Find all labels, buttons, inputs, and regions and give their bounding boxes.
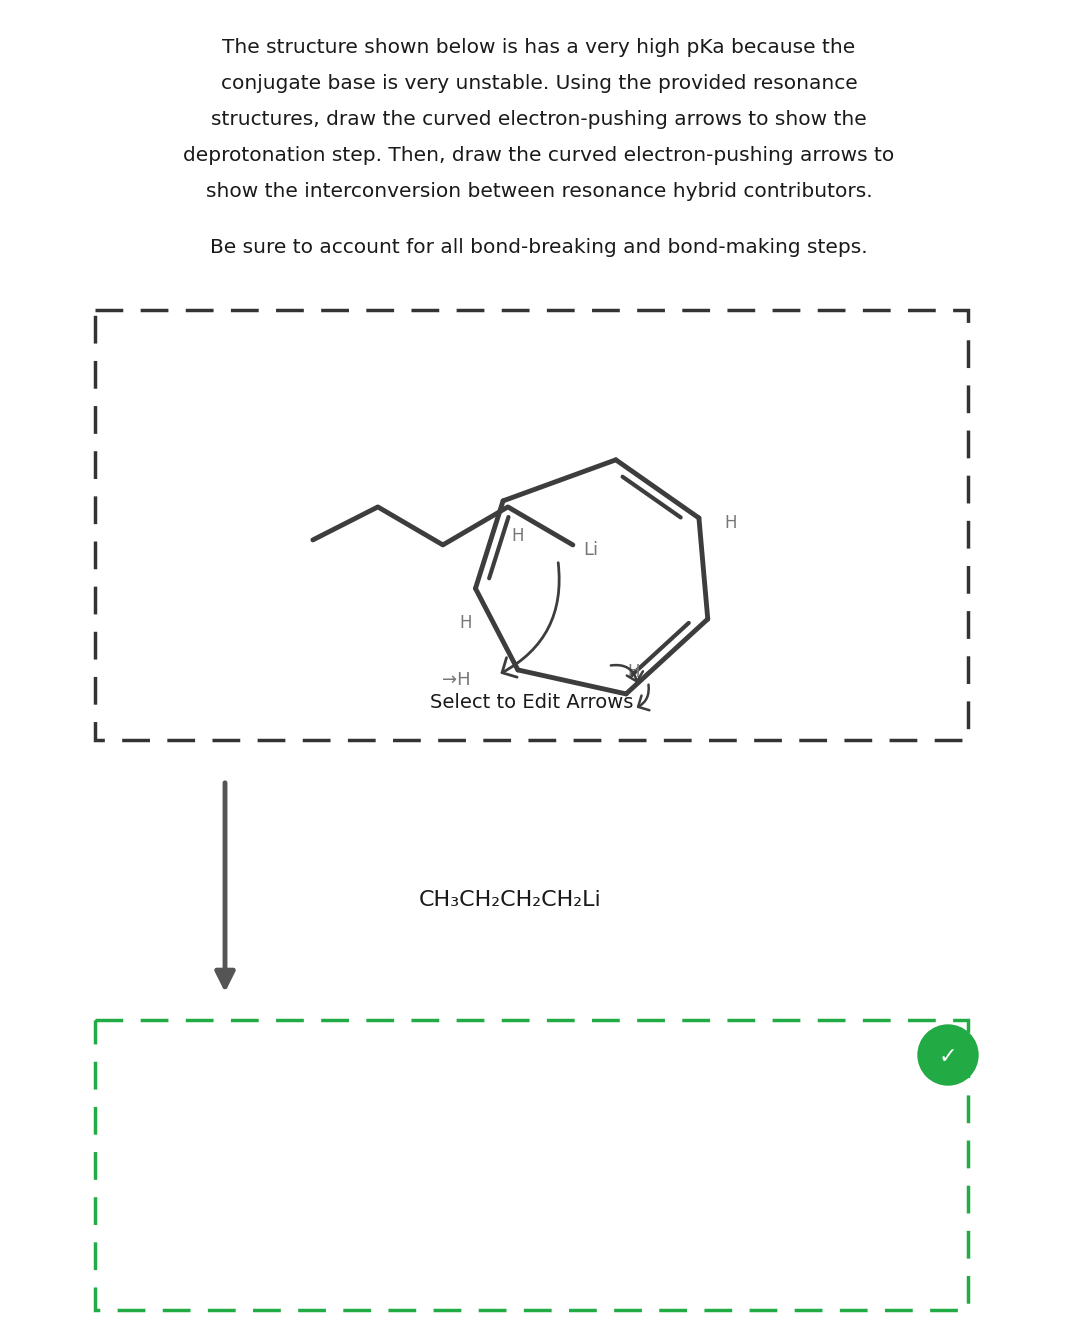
Text: Be sure to account for all bond-breaking and bond-making steps.: Be sure to account for all bond-breaking… [210, 238, 868, 258]
Text: H: H [627, 663, 640, 681]
Circle shape [918, 1025, 978, 1085]
Text: deprotonation step. Then, draw the curved electron-pushing arrows to: deprotonation step. Then, draw the curve… [183, 146, 895, 165]
FancyArrowPatch shape [638, 685, 649, 710]
Text: The structure shown below is has a very high pKa because the: The structure shown below is has a very … [222, 39, 856, 57]
Text: Li: Li [583, 540, 598, 559]
Text: →H: →H [442, 671, 470, 689]
FancyArrowPatch shape [611, 665, 642, 681]
Text: H: H [512, 527, 524, 544]
Text: CH₃CH₂CH₂CH₂Li: CH₃CH₂CH₂CH₂Li [418, 890, 602, 910]
FancyArrowPatch shape [502, 563, 559, 677]
Text: H: H [459, 615, 472, 632]
Text: ✓: ✓ [939, 1046, 957, 1066]
Text: Select to Edit Arrows: Select to Edit Arrows [430, 693, 633, 712]
Text: show the interconversion between resonance hybrid contributors.: show the interconversion between resonan… [206, 182, 872, 201]
Text: conjugate base is very unstable. Using the provided resonance: conjugate base is very unstable. Using t… [221, 74, 857, 93]
Text: structures, draw the curved electron-pushing arrows to show the: structures, draw the curved electron-pus… [211, 110, 867, 129]
Text: H: H [724, 514, 737, 533]
